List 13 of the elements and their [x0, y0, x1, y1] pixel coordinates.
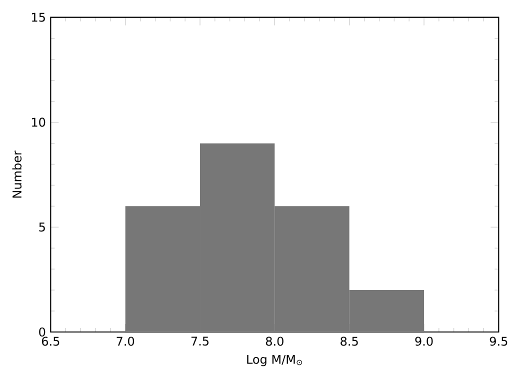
- x-tick-label: 8.0: [266, 336, 284, 346]
- y-tick-label: 5: [39, 222, 45, 232]
- x-tick-label: 6.5: [42, 336, 60, 346]
- y-tick-label: 0: [39, 327, 46, 337]
- x-tick-label: 8.5: [340, 336, 358, 346]
- y-tick-label: 10: [32, 118, 46, 127]
- y-tick-label: 15: [32, 12, 45, 22]
- x-tick-label: 7.5: [191, 336, 208, 346]
- x-tick-label: 9.5: [490, 336, 508, 346]
- x-axis-title: Log M/M$_{⊙}$: [247, 354, 302, 366]
- y-axis-title: Number: [12, 150, 22, 198]
- x-tick-label: 9.0: [415, 336, 433, 346]
- x-tick-label: 7.0: [116, 336, 134, 346]
